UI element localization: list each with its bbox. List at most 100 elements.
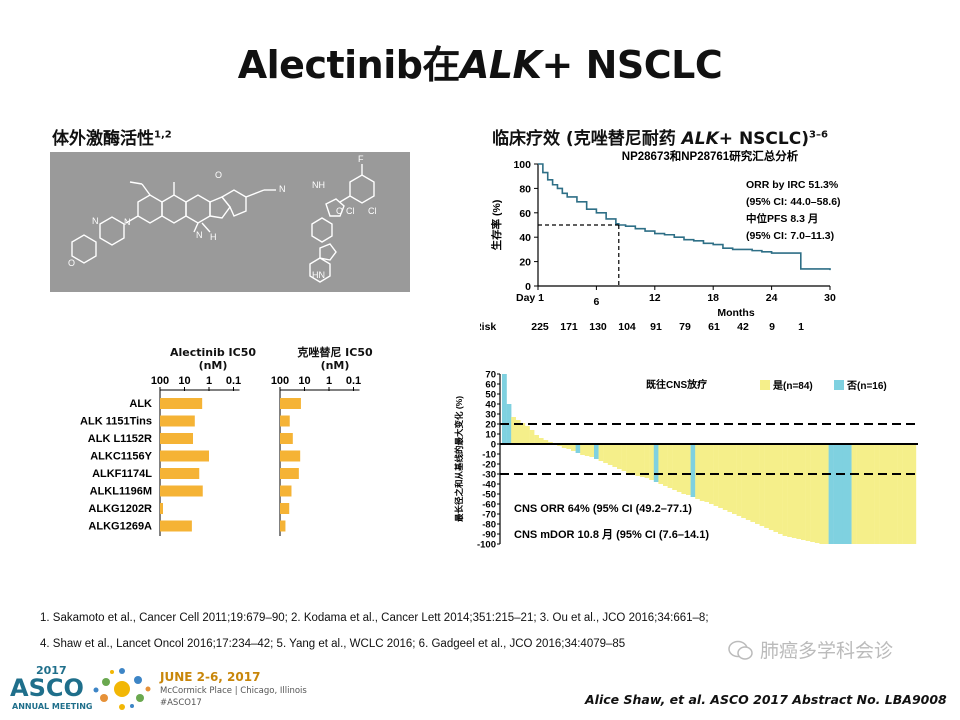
km-at-risk-value: 9: [769, 321, 775, 333]
svg-text:O: O: [68, 258, 75, 268]
wf-y-tick-label: -100: [477, 540, 496, 551]
wf-bar: [649, 444, 654, 480]
references-line-2: 4. Shaw et al., Lancet Oncol 2016;17:234…: [40, 638, 626, 650]
wf-y-tick-label: 70: [485, 370, 496, 381]
ic50-category-label: ALKF1174L: [92, 468, 152, 480]
wf-bar: [681, 444, 687, 494]
wf-bar: [644, 444, 650, 478]
wf-bar: [525, 426, 530, 444]
wf-bar: [589, 444, 595, 457]
wf-y-tick-label: -70: [482, 510, 496, 521]
km-at-risk-value: 79: [679, 321, 691, 333]
wf-bar: [773, 444, 779, 532]
wf-bar: [718, 444, 723, 508]
meeting-place: McCormick Place | Chicago, Illinois: [160, 686, 307, 696]
km-title: NP28673和NP28761研究汇总分析: [622, 149, 799, 163]
wf-bar: [699, 444, 705, 501]
wf-bar: [626, 444, 631, 473]
ic50-tick-label: 0.1: [226, 375, 241, 387]
wf-bar: [879, 444, 884, 544]
ic50-bar-chart: ALK ALK 1151Tins ALK L1152R ALKC1156Y ALKF11…: [80, 375, 361, 536]
svg-text:HN: HN: [312, 270, 325, 280]
wf-bar: [741, 444, 746, 518]
wf-y-tick-label: 20: [485, 420, 496, 431]
slide-title: Alectinib在ALK+ NSCLC: [237, 43, 723, 87]
wf-bar: [676, 444, 682, 492]
ic50-category-label: ALK: [129, 398, 152, 410]
km-y-tick-label: 60: [519, 208, 531, 220]
km-x-tick-label: 18: [707, 292, 719, 304]
meeting-hashtag: #ASCO17: [160, 698, 202, 708]
ic50-bar: [280, 485, 292, 497]
km-x-tick-label: 24: [766, 292, 778, 304]
wf-bar: [805, 444, 811, 541]
ic50-tick-label: 1: [326, 375, 332, 387]
wf-y-tick-label: 60: [485, 380, 496, 391]
wf-bar: [791, 444, 797, 538]
svg-text:H: H: [210, 232, 217, 242]
km-at-risk-value: 130: [589, 321, 607, 333]
km-x-tick-label: Day 1: [516, 292, 544, 304]
ic50-bar: [280, 468, 299, 479]
wf-bar: [603, 444, 608, 463]
wf-bar: [571, 444, 576, 451]
wf-bar: [695, 444, 700, 499]
wf-bar: [750, 444, 756, 522]
asco-dots-icon: [93, 668, 151, 710]
wf-bar: [704, 444, 710, 502]
svg-text:N: N: [92, 216, 99, 226]
wf-bar: [897, 444, 903, 544]
wf-bar: [653, 444, 659, 482]
km-at-risk-value: 42: [737, 321, 749, 333]
meeting-date: JUNE 2-6, 2017: [160, 670, 261, 684]
wf-bar: [824, 444, 829, 544]
wf-bar: [663, 444, 668, 486]
ic50-bar: [280, 398, 301, 409]
wf-y-tick-label: 40: [485, 400, 496, 411]
asco-subtitle: ANNUAL MEETING: [12, 702, 93, 711]
km-at-risk-label: No. at Risk: [480, 321, 496, 333]
wf-bar: [511, 417, 516, 444]
wf-y-tick-label: -40: [482, 480, 496, 491]
wf-bar: [796, 444, 802, 539]
wf-bar: [580, 444, 585, 455]
wechat-icon: [728, 640, 753, 660]
wf-bar: [727, 444, 733, 512]
wf-bar: [612, 444, 618, 467]
wf-bar: [732, 444, 737, 514]
cns-waterfall-chart: 706050403020100-10-20-30-40-50-60-70-80-…: [454, 370, 918, 551]
ic50-category-label: ALK L1152R: [88, 433, 152, 445]
wf-bar: [617, 444, 622, 469]
wf-bar: [566, 444, 572, 449]
wf-bar: [538, 438, 544, 444]
ic50-bar: [160, 433, 193, 444]
svg-text:Cl: Cl: [346, 206, 355, 216]
wf-bar: [837, 444, 843, 544]
wf-bar: [630, 444, 636, 474]
wf-bar: [520, 423, 526, 444]
wf-y-tick-label: -80: [482, 520, 496, 531]
km-y-tick-label: 80: [519, 183, 531, 195]
wf-bar: [658, 444, 664, 484]
wf-legend-swatch: [834, 380, 844, 390]
wf-bar: [640, 444, 645, 477]
wf-bar: [906, 444, 912, 544]
svg-text:NH: NH: [312, 180, 325, 190]
wf-bar: [690, 444, 696, 497]
wf-y-tick-label: -90: [482, 530, 496, 541]
wf-bar: [543, 440, 549, 444]
svg-text:F: F: [358, 154, 364, 164]
wf-bar: [888, 444, 894, 544]
wf-bar: [801, 444, 806, 540]
km-y-tick-label: 100: [513, 159, 531, 171]
wechat-watermark: 肺癌多学科会诊: [728, 636, 893, 663]
wf-bar: [745, 444, 751, 520]
wf-bar: [810, 444, 815, 542]
svg-text:N: N: [279, 184, 286, 194]
km-annotation: ORR by IRC 51.3%: [746, 179, 839, 191]
wf-bar: [575, 444, 581, 453]
wf-y-tick-label: -30: [482, 470, 496, 481]
references-line-1: 1. Sakamoto et al., Cancer Cell 2011;19:…: [40, 612, 709, 624]
ic50-bar: [160, 398, 203, 409]
wf-bar: [635, 444, 641, 476]
